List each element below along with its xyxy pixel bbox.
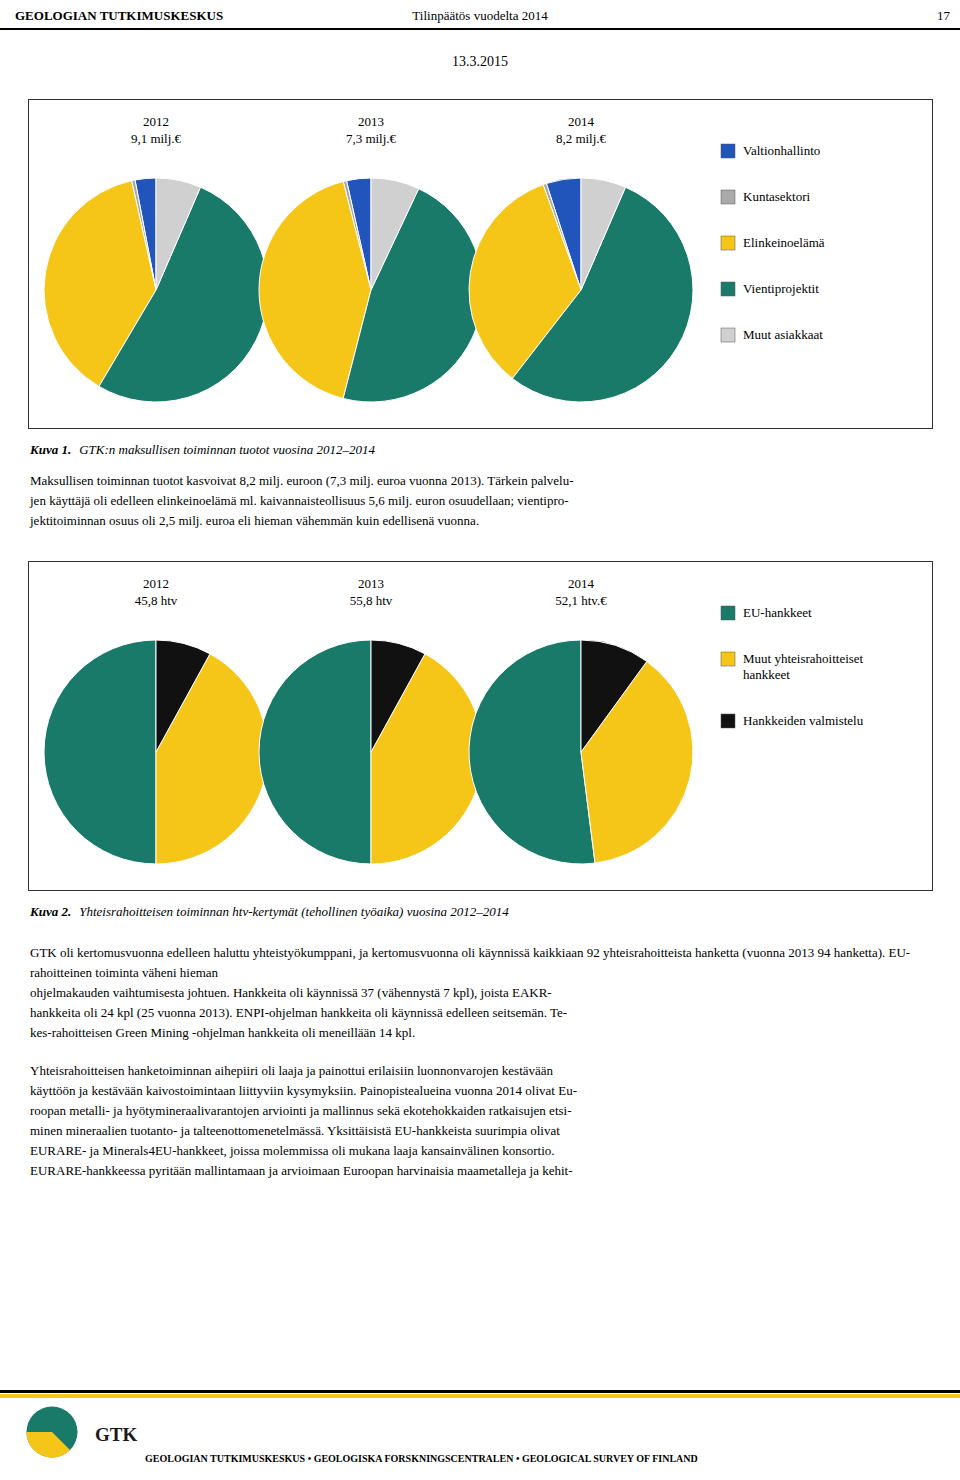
caption-label: Kuva 1. bbox=[30, 442, 71, 457]
caption: Kuva 2. Yhteisrahoitteisen toiminnan htv-… bbox=[30, 903, 930, 921]
pie bbox=[469, 178, 693, 402]
pie-slice bbox=[156, 640, 210, 752]
legend-swatch bbox=[721, 652, 735, 666]
body-text: GTK oli kertomusvuonna edelleen haluttu … bbox=[30, 943, 930, 1043]
chart-section: 20129,1 milj.€ 20137,3 milj.€ 20148,2 milj… bbox=[0, 99, 960, 459]
pie bbox=[469, 640, 693, 864]
pie-slice bbox=[343, 189, 483, 402]
body-line: jen käyttäjä oli edelleen elinkeinoelämä… bbox=[30, 491, 930, 511]
body-line: ohjelmakauden vaihtumisesta johtuen. Han… bbox=[30, 983, 930, 1003]
legend-label: Valtionhallinto bbox=[743, 143, 820, 158]
pie-slice bbox=[469, 640, 595, 864]
pie-slice bbox=[44, 640, 156, 864]
pie bbox=[259, 640, 483, 864]
pie bbox=[44, 178, 268, 402]
pie bbox=[44, 640, 268, 864]
legend: Valtionhallinto Kuntasektori Elinkeinoeläm… bbox=[721, 143, 825, 342]
caption-text: GTK:n maksullisen toiminnan tuotot vuosi… bbox=[79, 442, 375, 457]
body-line: minen mineraalien tuotanto- ja talteenot… bbox=[30, 1121, 930, 1141]
pie-title: 20148,2 milj.€ bbox=[556, 114, 607, 146]
logo bbox=[22, 1402, 82, 1462]
caption-text: Yhteisrahoitteisen toiminnan htv-kertymä… bbox=[79, 904, 509, 919]
header-center: Tilinpäätös vuodelta 2014 bbox=[412, 8, 547, 24]
pie-slice bbox=[156, 178, 200, 290]
legend-swatch bbox=[721, 328, 735, 342]
legend-swatch bbox=[721, 236, 735, 250]
header-right: 17 bbox=[937, 8, 950, 24]
body-line: GTK oli kertomusvuonna edelleen haluttu … bbox=[30, 943, 930, 983]
pie-slice bbox=[371, 178, 419, 290]
pie-title: 20137,3 milj.€ bbox=[346, 114, 397, 146]
chart-box: 201245,8 htv 201355,8 htv 201452,1 htv.€ EU… bbox=[28, 561, 933, 891]
legend: EU-hankkeet Muut yhteisrahoitteisethankke… bbox=[721, 605, 864, 728]
body-line: Yhteisrahoitteisen hanketoiminnan aihepi… bbox=[30, 1061, 930, 1081]
header-left: GEOLOGIAN TUTKIMUSKESKUS bbox=[15, 8, 223, 24]
footer-text: GEOLOGIAN TUTKIMUSKESKUS • GEOLOGISKA FO… bbox=[145, 1453, 698, 1464]
date: 13.3.2015 bbox=[0, 54, 960, 74]
body-text: Yhteisrahoitteisen hanketoiminnan aihepi… bbox=[30, 1061, 930, 1181]
footer-rule bbox=[0, 1390, 960, 1393]
body-line: roopan metalli- ja hyötymineraalivaranto… bbox=[30, 1101, 930, 1121]
body-line: kes-rahoitteisen Green Mining -ohjelman … bbox=[30, 1023, 930, 1043]
body-line: jektitoiminnan osuus oli 2,5 milj. euroa… bbox=[30, 511, 930, 531]
legend-swatch bbox=[721, 282, 735, 296]
pie-title: 201355,8 htv bbox=[350, 576, 393, 608]
legend-swatch bbox=[721, 190, 735, 204]
body-line: hankkeita oli 24 kpl (25 vuonna 2013). E… bbox=[30, 1003, 930, 1023]
pie bbox=[259, 178, 483, 402]
logo-circle bbox=[27, 1407, 78, 1458]
logo-text: GTK bbox=[95, 1424, 137, 1446]
legend-swatch bbox=[721, 144, 735, 158]
footer-rule-accent bbox=[0, 1394, 960, 1398]
legend-swatch bbox=[721, 606, 735, 620]
pie-chart: 20129,1 milj.€ 20137,3 milj.€ 20148,2 milj… bbox=[29, 100, 932, 428]
pie-slice bbox=[581, 178, 625, 290]
legend-label: Hankkeiden valmistelu bbox=[743, 713, 864, 728]
legend-label: Kuntasektori bbox=[743, 189, 811, 204]
legend-label: Muut yhteisrahoitteisethankkeet bbox=[743, 651, 864, 682]
legend-label: EU-hankkeet bbox=[743, 605, 812, 620]
body-line: käyttöön ja kestävään kaivostoimintaan l… bbox=[30, 1081, 930, 1101]
pie-title: 201452,1 htv.€ bbox=[555, 576, 607, 608]
pie-slice bbox=[259, 640, 371, 864]
chart-section: 201245,8 htv 201355,8 htv 201452,1 htv.€ EU… bbox=[0, 561, 960, 921]
caption-label: Kuva 2. bbox=[30, 904, 71, 919]
chart-box: 20129,1 milj.€ 20137,3 milj.€ 20148,2 milj… bbox=[28, 99, 933, 429]
body-line: EURARE-hankkeessa pyritään mallintamaan … bbox=[30, 1161, 930, 1181]
pie-title: 201245,8 htv bbox=[135, 576, 178, 608]
legend-label: Vientiprojektit bbox=[743, 281, 819, 296]
pie-slice bbox=[581, 640, 647, 752]
pie-slice bbox=[371, 640, 425, 752]
legend-label: Muut asiakkaat bbox=[743, 327, 823, 342]
logo-wedge bbox=[27, 1432, 71, 1458]
pie-chart: 201245,8 htv 201355,8 htv 201452,1 htv.€ EU… bbox=[29, 562, 932, 890]
legend-label: Elinkeinoelämä bbox=[743, 235, 825, 250]
pie-title: 20129,1 milj.€ bbox=[131, 114, 182, 146]
body-text: Maksullisen toiminnan tuotot kasvoivat 8… bbox=[30, 471, 930, 531]
body-line: Maksullisen toiminnan tuotot kasvoivat 8… bbox=[30, 471, 930, 491]
legend-swatch bbox=[721, 714, 735, 728]
body-line: EURARE- ja Minerals4EU-hankkeet, joissa … bbox=[30, 1141, 930, 1161]
page-header: GEOLOGIAN TUTKIMUSKESKUS Tilinpäätös vuod… bbox=[0, 0, 960, 30]
caption: Kuva 1. GTK:n maksullisen toiminnan tuoto… bbox=[30, 441, 930, 459]
